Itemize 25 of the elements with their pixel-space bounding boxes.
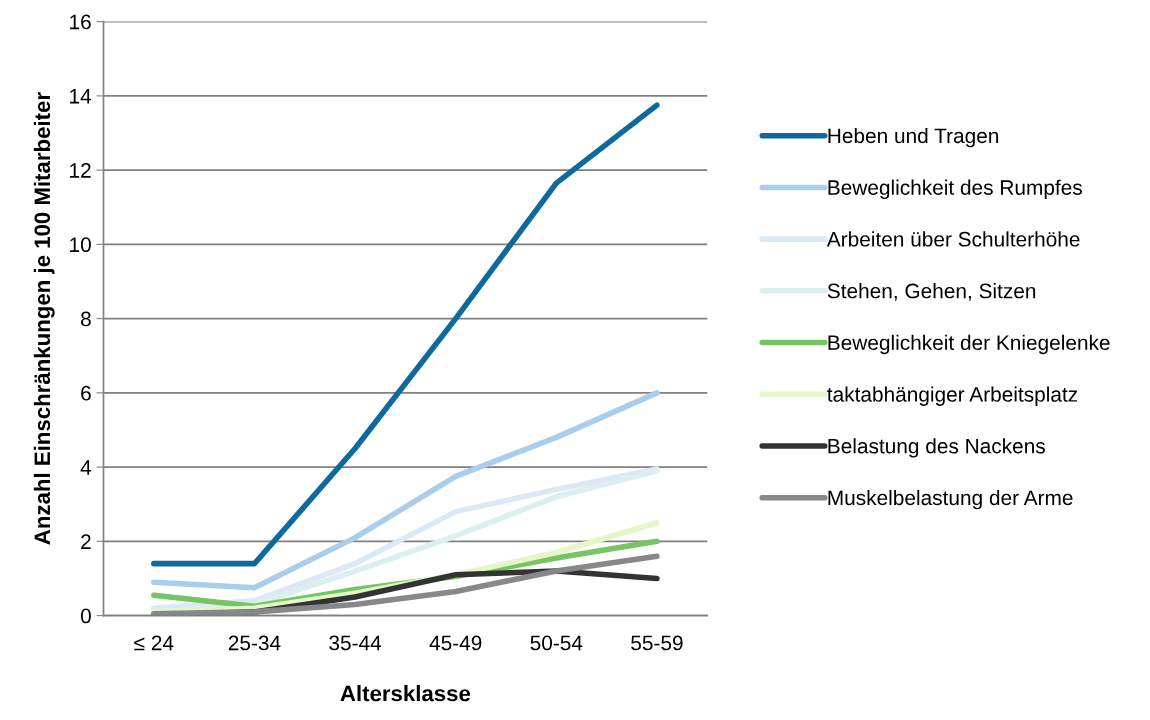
y-tick-label: 16 <box>70 14 91 30</box>
y-tick-label: 12 <box>70 163 91 178</box>
x-tick-label: 45-49 <box>429 635 482 651</box>
x-tick-label: 25-34 <box>228 635 281 651</box>
y-tick-label: 0 <box>80 608 91 624</box>
legend-label: Stehen, Gehen, Sitzen <box>827 283 1036 301</box>
x-tick-label: 35-44 <box>329 635 382 651</box>
legend-label: Beweglichkeit des Rumpfes <box>828 179 1082 200</box>
x-tick-label: 50-54 <box>530 635 583 651</box>
x-tick-label: 55-59 <box>631 635 683 651</box>
legend-label: taktabhängiger Arbeitsplatz <box>827 386 1078 406</box>
x-axis-title: Altersklasse <box>340 685 471 702</box>
y-tick-label: 14 <box>70 89 92 104</box>
legend-label: Arbeiten über Schulterhöhe <box>826 231 1080 247</box>
y-tick-label: 2 <box>81 534 91 549</box>
legend-label: Muskelbelastung der Arme <box>828 489 1073 510</box>
y-tick-label: 10 <box>70 237 91 253</box>
y-axis-title: Anzahl Einschränkungen je 100 Mitarbeiter <box>33 92 55 545</box>
legend-label: Belastung des Nackens <box>828 438 1045 458</box>
y-tick-label: 6 <box>81 385 91 401</box>
x-tick-label: ≤ 24 <box>134 635 174 651</box>
legend-label: Beweglichkeit der Kniegelenke <box>828 334 1110 355</box>
y-tick-label: 4 <box>80 460 92 475</box>
legend-label: Heben und Tragen <box>828 127 999 148</box>
y-tick-label: 8 <box>81 311 91 327</box>
